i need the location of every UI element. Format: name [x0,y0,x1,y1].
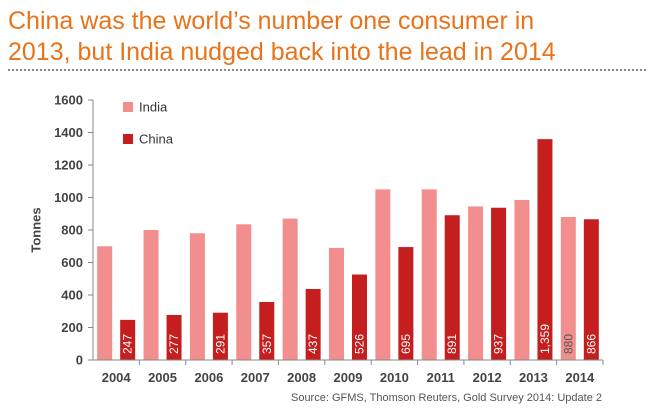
x-tick-label-2005: 2005 [148,370,177,385]
bar-china-2005 [166,314,182,360]
x-tick-label-2010: 2010 [380,370,409,385]
data-label-china-2005: 277 [167,334,181,354]
bar-china-2009 [352,274,367,360]
y-tick-label-600: 600 [61,255,83,270]
x-tick-label-2004: 2004 [102,370,132,385]
headline: China was the world’s number one consume… [8,6,648,68]
x-tick-label-2013: 2013 [519,370,548,385]
y-tick-label-1600: 1600 [54,93,83,108]
bar-china-2014 [583,219,599,360]
legend-swatch-china [123,134,133,144]
legend-label-india: India [139,100,168,115]
bar-india-2009 [329,247,344,360]
data-label-china-2006: 291 [213,334,227,354]
x-tick-label-2008: 2008 [287,370,316,385]
y-tick-label-200: 200 [61,320,83,335]
bar-china-2012 [491,207,507,360]
data-label-india-2014: 880 [561,334,575,354]
y-tick-label-1000: 1000 [54,190,83,205]
bar-china-2013 [537,139,553,360]
source-note: Source: GFMS, Thomson Reuters, Gold Surv… [290,392,602,404]
x-tick-label-2006: 2006 [194,370,223,385]
bar-india-2004 [97,246,113,360]
x-tick-label-2011: 2011 [427,370,455,385]
y-tick-label-400: 400 [61,288,83,303]
data-label-china-2012: 937 [492,334,506,354]
bar-india-2011 [421,189,437,360]
legend-label-china: China [139,132,174,147]
y-tick-label-0: 0 [76,353,83,368]
headline-line-1: China was the world’s number one consume… [8,7,535,35]
bar-india-2013 [514,199,530,360]
bar-india-2014 [560,217,576,360]
data-label-china-2007: 357 [260,334,274,354]
y-tick-label-800: 800 [61,223,83,238]
x-tick-label-2009: 2009 [334,370,363,385]
legend: India China [123,100,174,147]
data-label-china-2011: 891 [445,334,459,354]
data-label-china-2010: 695 [399,334,413,354]
bar-india-2010 [375,189,391,360]
dotted-divider [8,69,646,71]
legend-swatch-india [123,102,133,112]
bar-india-2008 [282,218,298,360]
data-label-china-2004: 247 [121,334,135,354]
y-tick-label-1200: 1200 [54,158,83,173]
bar-china-2008 [305,288,321,360]
bar-india-2012 [468,206,484,360]
bar-china-2010 [398,247,414,360]
labels-layer: 247 277 291 357 437 526 695 891 937 1,359 880 866 [121,324,599,354]
y-axis-title: Tonnes [29,207,44,252]
bar-china-2006 [212,312,228,360]
x-tick-label-2014: 2014 [565,370,595,385]
bar-china-2011 [444,215,460,360]
y-tick-label-1400: 1400 [54,125,83,140]
data-label-china-2014: 866 [584,334,598,354]
bar-china-2007 [259,301,275,360]
bar-china-2004 [120,319,136,360]
x-tick-label-2012: 2012 [473,370,502,385]
bars-layer [97,139,599,360]
x-tick-label-2007: 2007 [241,370,270,385]
bar-india-2006 [189,233,205,360]
data-label-china-2008: 437 [306,334,320,354]
bar-india-2007 [236,224,252,360]
axes-layer: 2004 2005 2006 2007 2008 2009 2010 2011 2012 2013… [29,93,604,385]
data-label-china-2013: 1,359 [538,324,552,354]
bar-india-2005 [143,230,159,360]
headline-line-2: 2013, but India nudged back into the lea… [8,38,556,66]
data-label-china-2009: 526 [353,334,367,354]
